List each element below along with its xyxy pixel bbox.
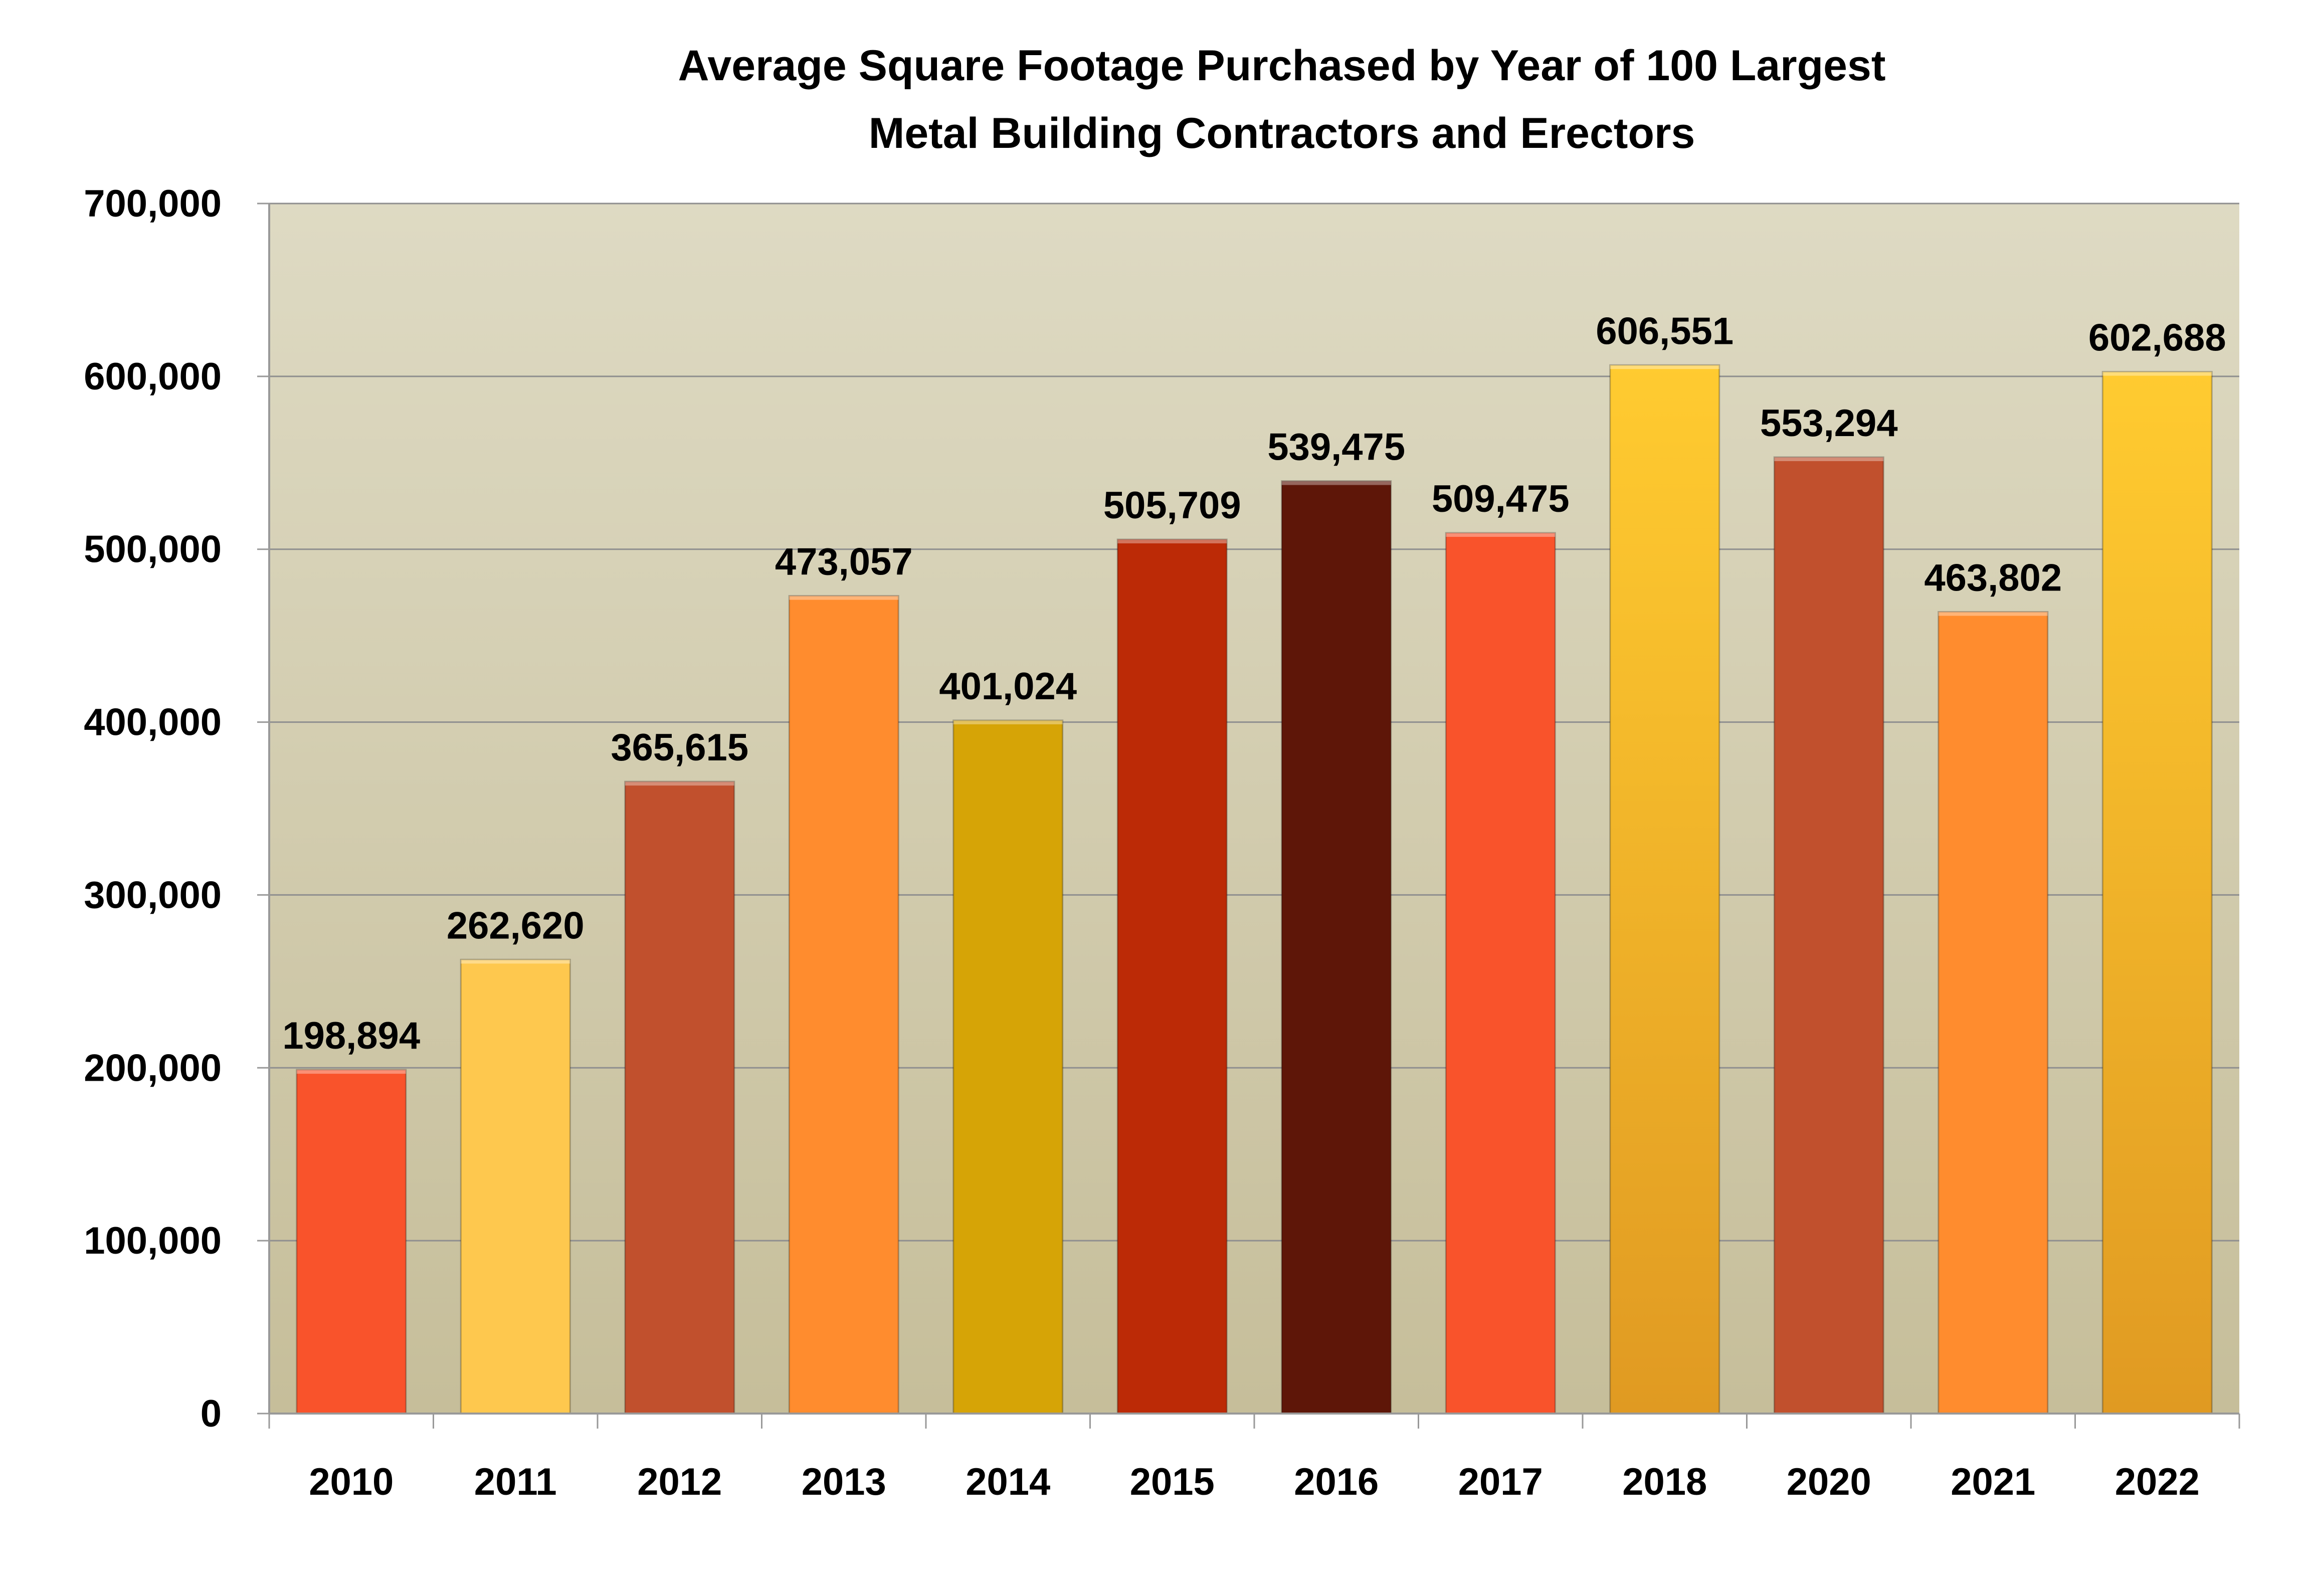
chart-title-line-2: Metal Building Contractors and Erectors [869, 109, 1695, 157]
y-tick-label: 100,000 [84, 1220, 222, 1262]
bar-bevel [1117, 539, 1227, 544]
bar-bevel [2102, 371, 2212, 376]
y-tick-label: 500,000 [84, 528, 222, 571]
data-labels: 198,894 262,620 365,615 473,057 401,024 505,7… [282, 310, 2226, 1057]
x-tick-label: 2011 [474, 1461, 557, 1503]
bar-2014 [952, 719, 1064, 1415]
bar-bevel [953, 720, 1063, 725]
y-tick-label: 700,000 [84, 182, 222, 225]
bar-bevel [461, 959, 570, 964]
x-tick-label: 2021 [1951, 1461, 2035, 1503]
bar-bevel [1446, 533, 1556, 537]
data-label-2017: 509,475 [1432, 478, 1570, 520]
bar-2021 [1938, 611, 2049, 1415]
bar-bevel [1281, 481, 1391, 485]
bar-bevel [296, 1070, 406, 1074]
data-label-2011: 262,620 [447, 904, 585, 947]
data-label-2016: 539,475 [1267, 426, 1405, 469]
bars [296, 364, 2213, 1415]
bar-bevel [1774, 457, 1884, 461]
y-tick-label: 300,000 [84, 874, 222, 916]
bar-2022 [2101, 371, 2213, 1415]
bar-2012 [624, 780, 735, 1415]
y-tick-label: 600,000 [84, 355, 222, 398]
bar-bevel [1610, 365, 1719, 369]
x-axis-ticks: 2010 2011 2012 2013 2014 2015 2016 2017 2018 2020… [268, 1414, 2240, 1503]
y-tick-label: 200,000 [84, 1047, 222, 1089]
plot-area [269, 204, 2239, 1414]
data-label-2022: 602,688 [2088, 317, 2226, 359]
y-axis-ticks: 0 100,000 200,000 300,000 400,000 500,000 600,… [84, 182, 269, 1435]
bar-bevel [1938, 612, 2048, 616]
bar-bevel [625, 781, 734, 786]
x-tick-label: 2022 [2115, 1461, 2200, 1503]
data-label-2021: 463,802 [1924, 557, 2062, 600]
bar-2011 [460, 958, 571, 1415]
x-tick-label: 2014 [966, 1461, 1050, 1503]
data-label-2014: 401,024 [939, 665, 1077, 708]
x-tick-label: 2010 [309, 1461, 394, 1503]
bar-2016 [1281, 480, 1392, 1415]
x-tick-label: 2016 [1294, 1461, 1379, 1503]
data-label-2012: 365,615 [611, 726, 748, 769]
x-tick-label: 2018 [1622, 1461, 1707, 1503]
bar-2015 [1116, 538, 1228, 1415]
data-label-2020: 553,294 [1760, 402, 1898, 445]
data-label-2018: 606,551 [1596, 310, 1734, 352]
bar-2010 [296, 1069, 407, 1415]
bar-2017 [1445, 532, 1556, 1415]
chart-title-line-1: Average Square Footage Purchased by Year… [678, 42, 1886, 90]
x-tick-label: 2020 [1787, 1461, 1871, 1503]
x-tick-label: 2015 [1130, 1461, 1215, 1503]
bar-2018 [1609, 364, 1720, 1415]
bar-2020 [1773, 456, 1884, 1415]
data-label-2013: 473,057 [775, 541, 913, 583]
y-tick-label: 0 [201, 1392, 222, 1435]
gridlines [269, 203, 2239, 1242]
bar-bevel [789, 595, 899, 600]
data-label-2015: 505,709 [1103, 484, 1241, 527]
x-tick-label: 2012 [637, 1461, 722, 1503]
data-label-2010: 198,894 [282, 1015, 420, 1057]
y-tick-label: 400,000 [84, 701, 222, 744]
x-tick-label: 2017 [1458, 1461, 1543, 1503]
x-tick-label: 2013 [802, 1461, 886, 1503]
bar-2013 [788, 595, 899, 1415]
